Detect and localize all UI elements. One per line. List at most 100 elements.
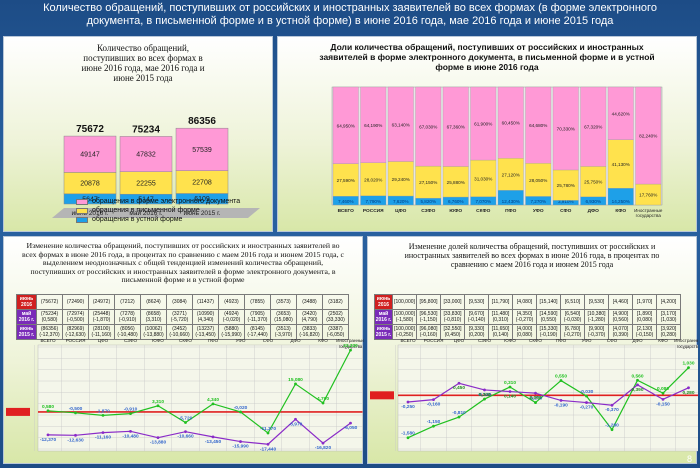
shares-category-label-line2: государства — [636, 213, 662, 218]
line-series-point — [559, 379, 563, 382]
line-data-label: -0,270 — [580, 405, 594, 411]
shares-category-label: ДФО — [588, 208, 599, 214]
totals-bar-segment — [119, 136, 173, 173]
shares-panel: Доли количества обращений, поступивших о… — [277, 36, 697, 232]
line-data-label: 0,140 — [504, 394, 516, 400]
line-category-label: Иностранные — [336, 338, 364, 343]
line-series-point — [156, 404, 160, 408]
line-data-label: -13,880 — [150, 440, 167, 446]
shares-category-label: УФО — [533, 208, 544, 214]
shares-bar-label: 67,360% — [447, 125, 465, 130]
table-row-header: июнь 2015 г. — [374, 324, 393, 340]
change-shares-title: Изменение долей количества обращений, по… — [404, 242, 660, 269]
table-cell: (2502) (33,330) — [322, 309, 349, 325]
shares-title: Доли количества обращений, поступивших о… — [319, 42, 655, 72]
shares-bar-label: 25,780% — [557, 183, 575, 188]
line-category-label-line2: государства — [677, 344, 698, 349]
shares-category-label: РОССИЯ — [363, 208, 384, 214]
totals-bar-value: 5647 — [82, 196, 98, 203]
line-data-label: 3,310 — [152, 399, 164, 405]
line-series-point — [101, 431, 105, 435]
totals-chart: 5647 20878 49147 75672 июнь 2016 г. 5147 22255… — [52, 116, 260, 218]
change-shares-chart: ВСЕГО РОССИЯ ЦФО СЗФО ЮФО СКФО ПФО УФО СФО ДФО КФО… — [370, 338, 698, 452]
shares-bar-label: 82,240% — [639, 134, 657, 139]
line-category-label: СКФО — [529, 338, 542, 343]
line-data-label: -16,820 — [315, 445, 332, 451]
shares-bar-label: 6,930% — [585, 199, 601, 204]
totals-title: Количество обращений, поступивших во все… — [81, 43, 205, 83]
line-series-point — [266, 442, 270, 446]
shares-bar-label: 27,590% — [337, 178, 355, 183]
line-data-label: -0,140 — [478, 392, 492, 398]
line-category-label: ДФО — [632, 338, 643, 343]
line-series-point — [46, 409, 50, 413]
line-category-label: СФО — [263, 338, 274, 343]
shares-bar-label: 44,620% — [612, 111, 630, 116]
line-category-label: ЮФО — [504, 338, 516, 343]
line-series-point — [610, 428, 614, 432]
change-counts-panel: Изменение количества обращений, поступив… — [3, 236, 364, 464]
table-cell: [96,080] (-0,160) — [416, 324, 441, 340]
line-category-label: ВСЕГО — [400, 338, 416, 343]
line-series-point — [406, 436, 410, 440]
line-category-label: ЦФО — [454, 338, 465, 343]
line-data-label: -0,160 — [427, 402, 441, 408]
shares-bar-label: 3,910% — [558, 199, 574, 204]
line-data-label: -0,910 — [124, 407, 138, 413]
line-data-label: 4,790 — [317, 396, 329, 402]
shares-bar-label: 27,120% — [502, 172, 520, 177]
line-data-label: 15,080 — [288, 377, 303, 383]
line-series-path — [407, 382, 689, 406]
line-zero-badge — [370, 391, 394, 400]
line-series-point — [239, 410, 242, 414]
line-data-label: 0,580 — [42, 404, 54, 410]
totals-floor — [52, 208, 260, 218]
totals-category-label: май 2016 г. — [129, 209, 162, 217]
line-category-label: ДФО — [290, 338, 301, 343]
line-data-label: 0,450 — [453, 385, 465, 391]
totals-legend: обращения в форме электронного документа… — [76, 197, 240, 224]
line-category-label: КФО — [658, 338, 668, 343]
line-data-label: -0,270 — [529, 396, 543, 402]
shares-bar-segment — [607, 86, 634, 140]
page-title: Количество обращений, поступивших от рос… — [43, 2, 657, 27]
line-data-label: -12,370 — [40, 437, 57, 443]
line-data-label: -1,580 — [401, 431, 415, 437]
shares-bar-label: 67,320% — [584, 125, 602, 130]
line-series-point — [129, 412, 132, 415]
shares-bar-segment — [497, 86, 524, 159]
shares-bar-segment — [470, 159, 497, 197]
line-series-point — [661, 391, 665, 395]
totals-bar-value: 20878 — [80, 181, 100, 188]
change-counts-title: Изменение количества обращений, поступив… — [22, 241, 344, 285]
shares-bar-label: 25,750% — [584, 180, 602, 185]
legend-swatch-oral — [76, 216, 88, 223]
shares-bar-label: 7,460% — [338, 199, 354, 204]
shares-bar-label: 64,190% — [364, 123, 382, 128]
line-data-label: 0,560 — [631, 373, 643, 379]
totals-bar-total: 75672 — [76, 124, 104, 135]
table-row: июнь 2016 (75672) (72490) (24972) (7212) (862… — [16, 294, 349, 310]
line-data-label: -17,440 — [260, 446, 277, 452]
shares-category-label: Иностранные — [634, 208, 663, 213]
table-cell: [4,070] (0,390) — [608, 324, 633, 340]
line-data-label: -3,970 — [289, 421, 303, 427]
shares-bar-label: 7,790% — [365, 199, 381, 204]
line-series-point — [636, 378, 639, 382]
shares-bar-segment — [415, 86, 442, 167]
line-category-label: ПФО — [556, 338, 567, 343]
line-data-label: -1,870 — [96, 408, 110, 414]
line-data-label: -13,450 — [205, 439, 222, 445]
shares-bar-segment — [552, 169, 579, 201]
table-cell: [9,900] (-0,370) — [584, 324, 609, 340]
line-data-label: -1,280 — [605, 423, 619, 429]
shares-bar-label: 29,240% — [392, 177, 410, 182]
shares-bar-segment — [387, 86, 414, 162]
shares-bar-label: 60,450% — [502, 121, 520, 126]
line-series-point — [687, 386, 690, 390]
line-data-label: -15,990 — [232, 444, 249, 450]
line-series-point — [585, 394, 588, 398]
line-data-label: -5,720 — [179, 416, 193, 422]
shares-bar-segment — [442, 86, 469, 167]
line-series-point — [46, 433, 50, 437]
